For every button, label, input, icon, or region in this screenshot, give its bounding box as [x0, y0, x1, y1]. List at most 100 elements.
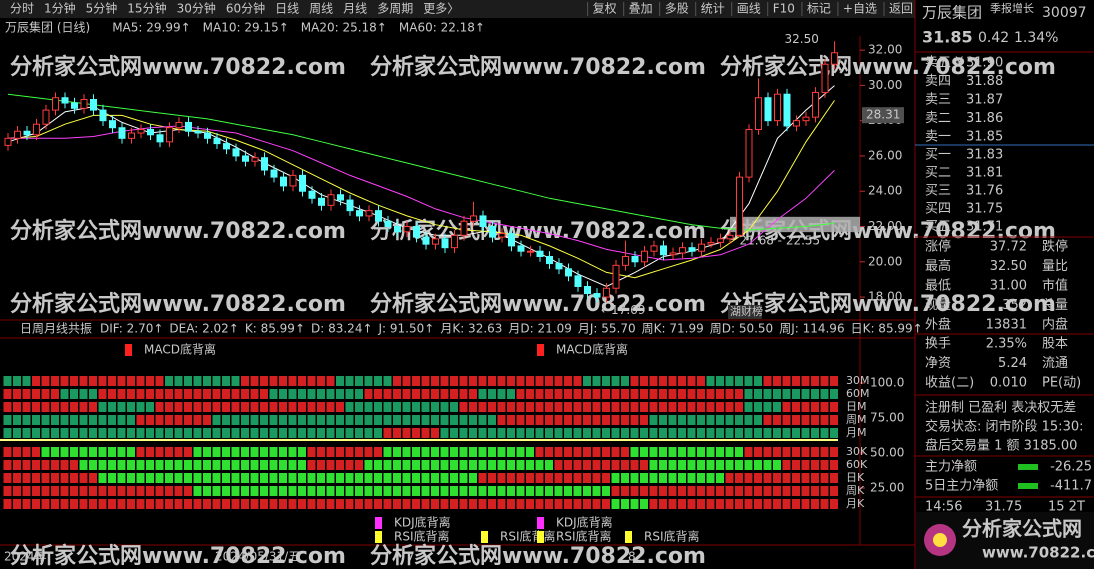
signal-cell — [488, 376, 496, 386]
signal-cell — [355, 460, 363, 470]
signal-cell — [60, 460, 69, 470]
toolbar-button[interactable]: 复权 — [593, 2, 617, 16]
signal-cell — [763, 499, 772, 509]
toolbar-tab[interactable]: 分时 — [10, 2, 34, 16]
toolbar-tab[interactable]: 30分钟 — [177, 1, 216, 16]
signal-cell — [32, 447, 40, 457]
signal-cell — [326, 402, 335, 412]
signal-cell — [241, 376, 249, 386]
signal-cell — [516, 499, 525, 509]
signal-cell — [640, 447, 648, 457]
toolbar-tab[interactable]: 1分钟 — [44, 1, 76, 16]
signal-cell — [364, 389, 373, 399]
signal-cell — [583, 499, 591, 509]
toolbar-button[interactable]: 画线 — [737, 2, 761, 16]
signal-cell — [317, 428, 325, 438]
signal-cell — [526, 486, 534, 496]
toolbar-tab[interactable]: 更多〉 — [423, 2, 459, 16]
signal-cell — [364, 402, 373, 412]
signal-cell — [260, 447, 268, 457]
indicator-value: 月D: 21.09 — [508, 322, 571, 336]
signal-cell — [706, 473, 715, 483]
signal-cell — [307, 460, 316, 470]
signal-cell — [174, 486, 183, 496]
signal-cell — [155, 499, 164, 509]
candle-body — [669, 252, 677, 256]
signal-cell — [307, 473, 316, 483]
toolbar-button[interactable]: 统计 — [701, 2, 725, 16]
watermark: 分析家公式网www.70822.com — [370, 543, 706, 569]
toolbar-button[interactable]: +自选 — [843, 2, 877, 16]
signal-cell — [668, 376, 677, 386]
candle-body — [109, 120, 116, 129]
signal-cell — [165, 486, 173, 496]
signal-cell — [146, 428, 154, 438]
toolbar-button[interactable]: F10 — [773, 2, 795, 16]
signal-cell — [279, 486, 287, 496]
signal-cell — [564, 428, 572, 438]
candle-body — [242, 155, 249, 162]
signal-cell — [3, 473, 12, 483]
signal-cell — [820, 499, 829, 509]
signal-cell — [507, 376, 515, 386]
signal-cell — [260, 460, 268, 470]
signal-cell — [773, 376, 781, 386]
signal-cell — [706, 415, 715, 425]
signal-cell — [212, 499, 221, 509]
signal-cell — [630, 415, 639, 425]
signal-cell — [136, 428, 145, 438]
signal-cell — [526, 389, 534, 399]
toolbar-tab[interactable]: 周线 — [309, 2, 333, 16]
signal-cell — [412, 460, 420, 470]
signal-cell — [830, 460, 838, 470]
signal-cell — [763, 460, 772, 470]
signal-cell — [70, 389, 78, 399]
signal-cell — [421, 376, 430, 386]
signal-cell — [136, 473, 145, 483]
signal-cell — [22, 402, 31, 412]
signal-cell — [22, 486, 31, 496]
signal-cell — [830, 447, 838, 457]
stat-label: 市值 — [1042, 278, 1068, 294]
signal-cell — [298, 486, 306, 496]
marker-box — [625, 531, 632, 543]
ma-label: MA60: 22.18↑ — [399, 21, 485, 35]
signal-cell — [545, 428, 553, 438]
signal-cell — [801, 389, 810, 399]
toolbar-tab[interactable]: 多周期 — [377, 2, 413, 16]
signal-cell — [516, 402, 525, 412]
toolbar-tab[interactable]: 15分钟 — [127, 1, 166, 16]
signal-cell — [203, 473, 211, 483]
signal-cell — [374, 415, 382, 425]
toolbar-button[interactable]: 返回 — [889, 2, 913, 16]
candle-body — [584, 285, 591, 295]
signal-cell — [3, 415, 12, 425]
candle-body — [460, 220, 468, 236]
candle-body — [52, 97, 59, 111]
signal-cell — [459, 376, 468, 386]
signal-cell — [782, 447, 791, 457]
toolbar-button[interactable]: 叠加 — [629, 2, 653, 16]
signal-cell — [402, 447, 411, 457]
signal-cell — [725, 402, 734, 412]
toolbar-button[interactable]: 标记 — [807, 2, 831, 16]
tick-price: 31.75 — [985, 500, 1022, 515]
toolbar-button[interactable]: 多股 — [665, 2, 689, 16]
stat-value: 352 — [1002, 298, 1027, 313]
signal-cell — [412, 447, 420, 457]
candle-body — [61, 97, 69, 104]
toolbar-tab[interactable]: 5分钟 — [86, 1, 118, 16]
signal-cell — [535, 389, 544, 399]
signal-cell — [725, 376, 734, 386]
flow-bar — [1018, 483, 1038, 489]
signal-cell — [450, 428, 458, 438]
toolbar-tab[interactable]: 60分钟 — [226, 1, 265, 16]
candle-body — [593, 293, 601, 298]
signal-cell — [127, 402, 135, 412]
toolbar-tab[interactable]: 日线 — [275, 2, 299, 16]
candle-body — [755, 97, 762, 130]
signal-cell — [478, 402, 487, 412]
signal-cell — [621, 428, 629, 438]
indicator-value: 日K: 85.99↑ — [851, 322, 923, 336]
toolbar-tab[interactable]: 月线 — [343, 2, 367, 16]
